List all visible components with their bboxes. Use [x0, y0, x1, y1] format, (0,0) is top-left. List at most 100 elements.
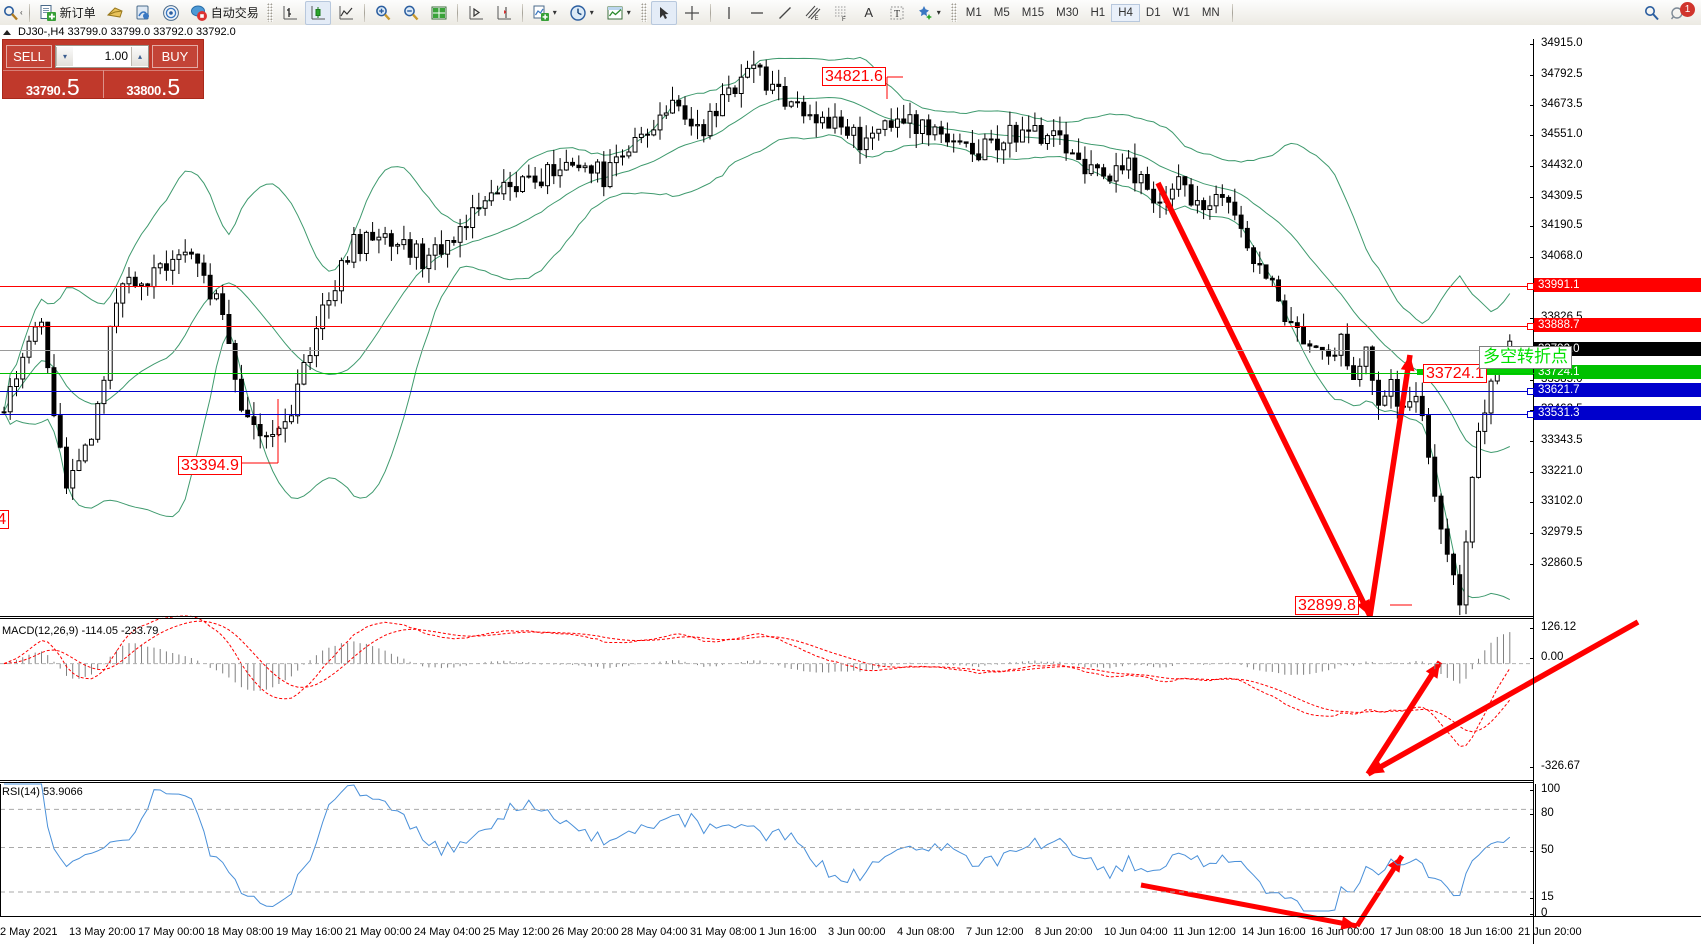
text-tool-button[interactable]: A [856, 1, 882, 25]
symbol-ohlc-bar: DJ30-,H4 33799.0 33799.0 33792.0 33792.0 [0, 25, 236, 39]
ask-price[interactable]: 33800 .5 [103, 70, 203, 100]
zoom-in-button[interactable] [370, 1, 396, 25]
price-tick [1530, 564, 1534, 565]
trendline-icon [776, 4, 794, 22]
new-order-button[interactable]: 新订单 [35, 1, 100, 25]
zoom-out-button[interactable] [398, 1, 424, 25]
price-badge-buy-limit-line[interactable]: 33621.7 [1534, 383, 1701, 397]
new-order-label: 新订单 [59, 6, 96, 20]
chevron-down-icon[interactable]: ▾ [552, 8, 557, 17]
price-level-line[interactable] [0, 286, 1534, 287]
price-tick-label: 34432.0 [1541, 158, 1583, 171]
timeframe-mn[interactable]: MN [1201, 6, 1220, 19]
price-level-line[interactable] [0, 414, 1534, 415]
time-tick-label: 17 May 00:00 [138, 926, 205, 938]
toolbar-grip[interactable] [640, 3, 647, 22]
horizontal-line-button[interactable] [744, 1, 770, 25]
toolbar-grip[interactable] [950, 3, 957, 22]
trendline-button[interactable] [772, 1, 798, 25]
periods-button[interactable]: ▾ [565, 1, 600, 25]
bid-price[interactable]: 33790 .5 [3, 70, 103, 100]
indicator-tick [1530, 814, 1534, 815]
bar-chart-button[interactable] [277, 1, 303, 25]
line-chart-button[interactable] [333, 1, 359, 25]
chevron-down-icon[interactable]: ▾ [589, 8, 594, 17]
sell-button[interactable]: SELL [6, 44, 52, 68]
main-toolbar: ‹ 新订单 自动交易 [0, 0, 1701, 26]
new-order-icon [39, 4, 57, 22]
volume-stepper[interactable]: ▾ 1.00 ▴ [55, 44, 149, 68]
price-badge-buy-limit-line[interactable]: 33531.3 [1534, 406, 1701, 420]
timeframe-d1[interactable]: D1 [1145, 6, 1161, 19]
price-tick-label: 34673.5 [1541, 97, 1583, 110]
volume-input[interactable]: 1.00 [104, 49, 128, 63]
chart-shift-button[interactable] [491, 1, 517, 25]
price-badge-sell-limit-line[interactable]: 33888.7 [1534, 318, 1701, 332]
timeframe-m30[interactable]: M30 [1056, 6, 1079, 19]
timeframe-m1[interactable]: M1 [965, 6, 982, 19]
price-level-handle[interactable] [1527, 388, 1534, 395]
timeframe-h1[interactable]: H1 [1090, 6, 1106, 19]
buy-button[interactable]: BUY [152, 44, 198, 68]
chevron-up-icon: ▴ [137, 51, 142, 61]
publish-button[interactable] [130, 1, 156, 25]
chevron-down-icon[interactable]: ▾ [626, 8, 631, 17]
toolbar-grip[interactable] [266, 3, 273, 22]
notifications-button[interactable]: 1 [1669, 1, 1695, 23]
volume-increase-button[interactable]: ▴ [131, 46, 148, 66]
octp-controls-row: SELL ▾ 1.00 ▴ BUY [3, 40, 203, 70]
signal-button[interactable] [158, 1, 184, 25]
timeframe-h4[interactable]: H4 [1111, 3, 1140, 22]
cursor-arrow-button[interactable] [650, 0, 677, 25]
auto-scroll-button[interactable] [463, 1, 489, 25]
fibonacci-retracement-button[interactable]: F [828, 1, 854, 25]
price-level-line[interactable] [0, 391, 1534, 392]
candlestick-chart-button[interactable] [304, 0, 331, 25]
price-level-line[interactable] [0, 326, 1534, 327]
price-level-handle[interactable] [1527, 323, 1534, 330]
indicators-button[interactable]: ▾ [528, 1, 563, 25]
text-label-button[interactable]: T [884, 1, 910, 25]
price-level-line[interactable] [0, 350, 1534, 351]
time-axis[interactable]: 2 May 2021 13 May 20:00 17 May 00:00 18 May… [0, 916, 1701, 945]
vertical-line-button[interactable] [716, 1, 742, 25]
price-level-line[interactable] [0, 373, 1534, 374]
chart-area[interactable]: DJ30-,H4 33799.0 33799.0 33792.0 33792.0… [0, 25, 1701, 944]
price-tick-label: 34551.0 [1541, 128, 1583, 141]
timeframe-w1[interactable]: W1 [1172, 6, 1190, 19]
price-tick [1530, 165, 1534, 167]
bid-price-frac: .5 [60, 74, 80, 100]
search-magnifier-icon[interactable] [2, 4, 20, 22]
algo-trading-label: 自动交易 [210, 6, 259, 20]
indicator-tick [1530, 628, 1534, 629]
one-click-trading-panel[interactable]: SELL ▾ 1.00 ▴ BUY 33790 .5 33800 .5 [2, 39, 204, 99]
volume-decrease-button[interactable]: ▾ [56, 46, 73, 66]
price-badge-support-line[interactable]: 33724.1 [1534, 365, 1701, 379]
price-level-handle[interactable] [1527, 283, 1534, 290]
toolbar-overflow-chevron[interactable]: ‹ [20, 8, 23, 17]
price-scale[interactable]: 34915.0 34792.5 34673.5 34551.0 34432.0 34309… [0, 37, 1701, 944]
toolbar-divider [363, 3, 365, 22]
indicator-tick [1530, 898, 1534, 899]
ask-price-frac: .5 [160, 74, 181, 100]
equidistant-channel-button[interactable]: E [800, 1, 826, 25]
templates-button[interactable]: ▾ [602, 1, 637, 25]
crosshair-button[interactable] [679, 1, 705, 25]
price-tick [1530, 318, 1534, 320]
collapse-triangle-icon[interactable] [3, 29, 11, 35]
text-label-icon: T [888, 4, 906, 22]
line-chart-icon [337, 4, 355, 22]
price-badge-sell-limit-line[interactable]: 33991.1 [1534, 278, 1701, 292]
chart-shift-icon [495, 4, 513, 22]
shapes-button[interactable]: ▾ [912, 1, 947, 25]
search-icon[interactable] [1643, 4, 1661, 22]
timeframe-m15[interactable]: M15 [1021, 6, 1045, 19]
chevron-down-icon[interactable]: ▾ [936, 8, 941, 17]
algo-trading-button[interactable]: 自动交易 [186, 1, 263, 25]
timeframe-m5[interactable]: M5 [993, 6, 1010, 19]
history-button[interactable] [102, 1, 128, 25]
tile-windows-button[interactable] [426, 1, 452, 25]
time-tick-label: 19 May 16:00 [276, 926, 343, 938]
octp-price-row: 33790 .5 33800 .5 [3, 70, 203, 100]
price-level-handle[interactable] [1527, 411, 1534, 418]
